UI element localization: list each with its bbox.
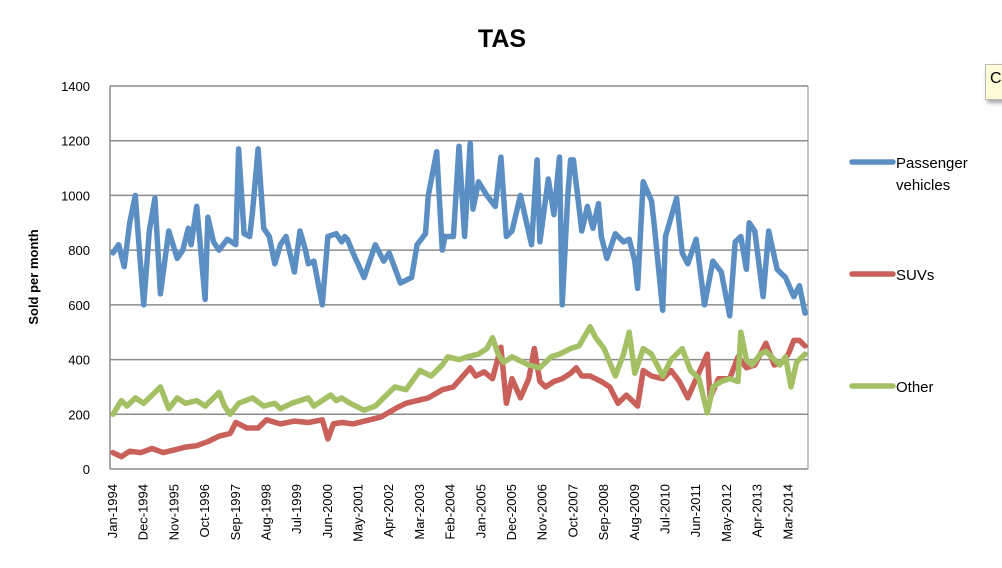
x-tick-label: Mar-2014 — [780, 484, 795, 540]
x-tick-label: Sep-1997 — [228, 484, 243, 540]
x-tick-label: Apr-2002 — [381, 484, 396, 537]
x-tick-label: Sep-2008 — [596, 484, 611, 540]
x-tick-label: May-2001 — [351, 484, 366, 542]
y-tick-label: 1400 — [61, 79, 90, 94]
legend: Passenger vehicles SUVs Other — [849, 155, 968, 396]
legend-label: Passenger — [896, 155, 968, 172]
y-tick-label: 1200 — [61, 134, 90, 149]
y-tick-label: 1000 — [61, 188, 90, 203]
x-tick-label: Feb-2004 — [443, 484, 458, 540]
x-tick-label: Nov-2006 — [535, 484, 550, 540]
x-tick-label: Oct-1996 — [197, 484, 212, 537]
x-tick-label: Apr-2013 — [750, 484, 765, 537]
legend-label: vehicles — [896, 177, 950, 194]
x-tick-label: Aug-2009 — [627, 484, 642, 540]
x-tick-label: Dec-1994 — [136, 484, 151, 540]
series-line-suvs — [110, 337, 808, 460]
x-tick-labels: Jan-1994 Dec-1994 Nov-1995 Oct-1996 Sep-1997… — [105, 484, 795, 542]
x-tick-label: Jun-2011 — [688, 484, 703, 537]
x-tick-label: May-2012 — [719, 484, 734, 542]
y-tick-label: 600 — [68, 298, 90, 313]
x-tick-label: Jul-1999 — [289, 484, 304, 534]
x-tick-label: Nov-1995 — [166, 484, 181, 540]
x-tick-label: Mar-2003 — [412, 484, 427, 540]
x-tick-label: Aug-1998 — [258, 484, 273, 540]
y-tick-label: 0 — [83, 462, 90, 477]
x-tick-label: Oct-2007 — [565, 484, 580, 537]
x-tick-label: Dec-2005 — [504, 484, 519, 540]
series-line-passenger-vehicles — [110, 140, 808, 319]
x-tick-label: Jun-2000 — [320, 484, 335, 538]
y-tick-label: 400 — [68, 353, 90, 368]
series-lines — [110, 140, 808, 460]
y-axis-label: Sold per month — [26, 229, 41, 324]
x-tick-label: Jul-2010 — [657, 484, 672, 534]
cell-tooltip: C — [985, 64, 1002, 100]
x-tick-label: Jan-1994 — [105, 484, 120, 538]
y-tick-labels: 0 200 400 600 800 1000 1200 1400 — [61, 79, 90, 477]
chart-title: TAS — [478, 25, 526, 53]
y-tick-label: 200 — [68, 407, 90, 422]
y-tick-label: 800 — [68, 243, 90, 258]
legend-label: Other — [896, 379, 934, 396]
series-line-other — [110, 323, 808, 418]
x-tick-label: Jan-2005 — [473, 484, 488, 538]
legend-label: SUVs — [896, 267, 934, 284]
